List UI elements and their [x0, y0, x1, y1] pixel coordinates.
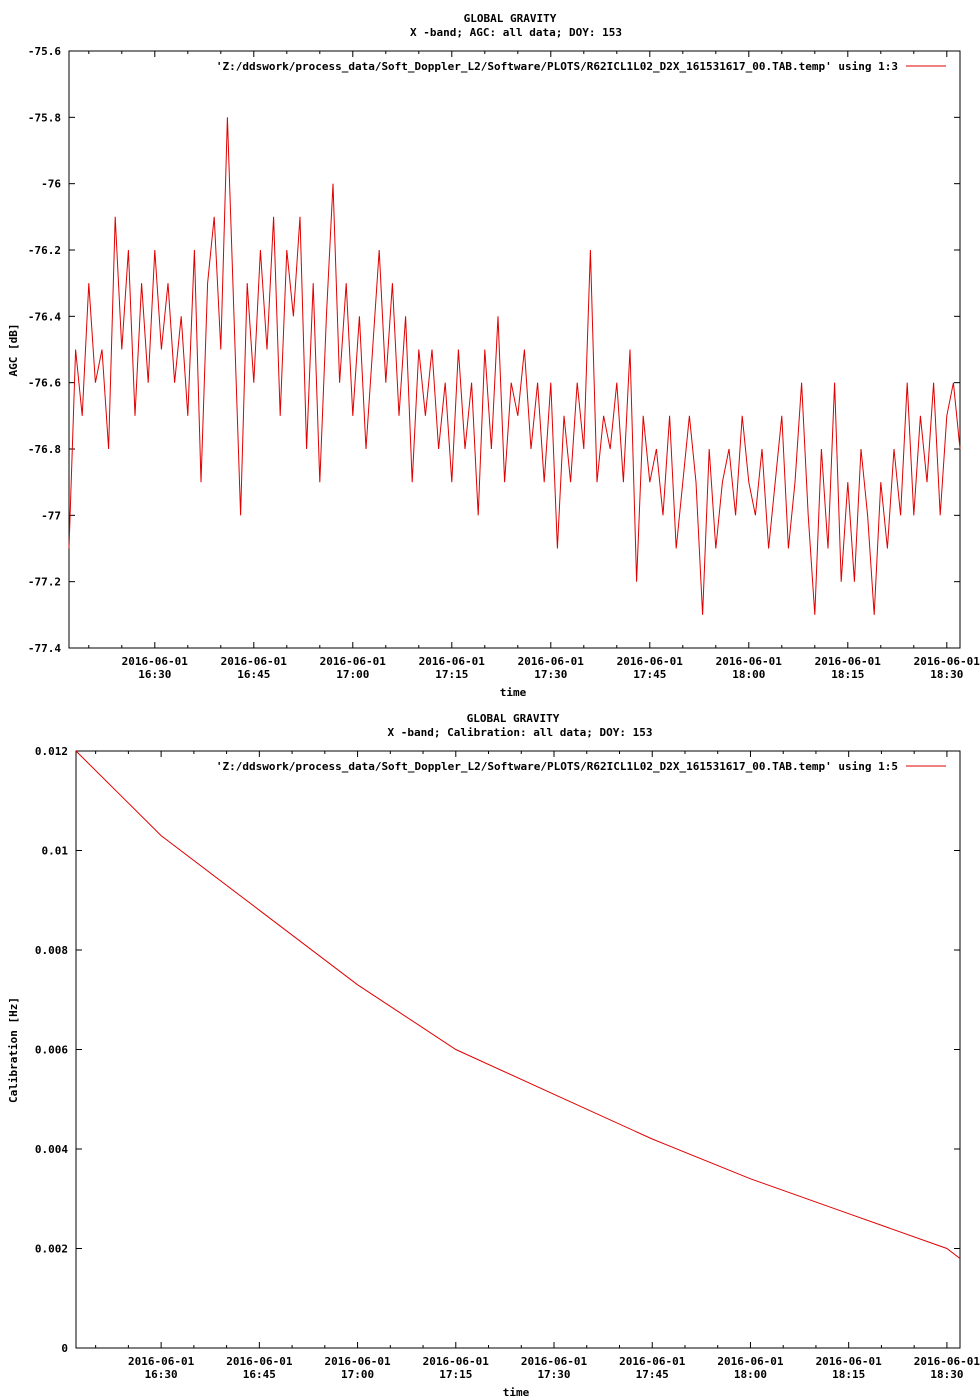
calibration-x-tick-time: 17:00: [341, 1368, 374, 1381]
agc-x-tick-time: 16:45: [237, 668, 270, 681]
calibration-x-tick-date: 2016-06-01: [521, 1355, 588, 1368]
agc-x-tick-date: 2016-06-01: [320, 655, 387, 668]
calibration-x-tick-date: 2016-06-01: [914, 1355, 980, 1368]
calibration-plot-frame: [75, 750, 961, 1349]
calibration-x-tick-date: 2016-06-01: [816, 1355, 883, 1368]
calibration-x-tick-date: 2016-06-01: [324, 1355, 391, 1368]
calibration-y-axis-label: Calibration [Hz]: [7, 997, 20, 1103]
calibration-y-tick-label: 0.012: [35, 745, 68, 758]
agc-y-tick-label: -77.2: [28, 576, 61, 589]
agc-x-tick-time: 18:30: [930, 668, 963, 681]
agc-x-tick-date: 2016-06-01: [419, 655, 486, 668]
agc-y-axis-label: AGC [dB]: [7, 324, 20, 377]
agc-y-tick-label: -76: [41, 178, 61, 191]
agc-x-tick-date: 2016-06-01: [716, 655, 783, 668]
agc-x-tick-time: 16:30: [138, 668, 171, 681]
calibration-x-tick-date: 2016-06-01: [128, 1355, 195, 1368]
calibration-x-tick-time: 18:30: [930, 1368, 963, 1381]
agc-x-tick-time: 17:45: [633, 668, 666, 681]
agc-x-tick-date: 2016-06-01: [122, 655, 189, 668]
agc-y-tick-label: -76.4: [28, 310, 61, 323]
agc-x-tick-time: 18:15: [831, 668, 864, 681]
agc-chart-subtitle: X -band; AGC: all data; DOY: 153: [410, 26, 622, 39]
calibration-x-tick-date: 2016-06-01: [423, 1355, 490, 1368]
agc-y-tick-label: -76.6: [28, 377, 61, 390]
agc-chart: GLOBAL GRAVITY X -band; AGC: all data; D…: [7, 12, 980, 699]
calibration-y-tick-label: 0: [61, 1342, 68, 1355]
calibration-x-axis-label: time: [503, 1386, 530, 1399]
calibration-y-axis: 0.012 0.01 0.008 0.006 0.004 0.002 0: [35, 745, 960, 1355]
agc-y-tick-label: -76.8: [28, 443, 61, 456]
agc-x-tick-time: 17:00: [336, 668, 369, 681]
agc-x-tick-time: 18:00: [732, 668, 765, 681]
calibration-x-tick-time: 17:45: [636, 1368, 669, 1381]
agc-x-tick-date: 2016-06-01: [914, 655, 980, 668]
calibration-legend-entry: 'Z:/ddswork/process_data/Soft_Doppler_L2…: [216, 760, 898, 773]
calibration-x-tick-time: 16:45: [243, 1368, 276, 1381]
calibration-x-tick-date: 2016-06-01: [717, 1355, 784, 1368]
calibration-x-tick-date: 2016-06-01: [619, 1355, 686, 1368]
agc-y-tick-label: -75.6: [28, 45, 61, 58]
agc-plot-frame: [68, 50, 961, 649]
agc-x-tick-time: 17:30: [534, 668, 567, 681]
agc-series-line: [68, 117, 961, 615]
calibration-y-tick-label: 0.002: [35, 1243, 68, 1256]
calibration-y-tick-label: 0.004: [35, 1143, 68, 1156]
calibration-x-tick-date: 2016-06-01: [226, 1355, 293, 1368]
agc-y-tick-label: -77.4: [28, 642, 61, 655]
agc-y-tick-label: -75.8: [28, 111, 61, 124]
agc-chart-title: GLOBAL GRAVITY: [464, 12, 557, 25]
agc-x-axis: 2016-06-0116:302016-06-0116:452016-06-01…: [88, 51, 980, 681]
calibration-x-tick-time: 16:30: [145, 1368, 178, 1381]
calibration-y-tick-label: 0.01: [42, 845, 69, 858]
calibration-series-line: [75, 750, 961, 1259]
agc-y-tick-label: -76.2: [28, 244, 61, 257]
agc-y-axis: -75.6 -75.8 -76 -76.2 -76.4 -76.6 -76.8 -77 -77.…: [28, 45, 960, 655]
agc-legend-entry: 'Z:/ddswork/process_data/Soft_Doppler_L2…: [216, 60, 898, 73]
calibration-chart: GLOBAL GRAVITY X -band; Calibration: all…: [7, 712, 980, 1399]
agc-x-tick-date: 2016-06-01: [617, 655, 684, 668]
agc-x-tick-date: 2016-06-01: [221, 655, 288, 668]
calibration-chart-title: GLOBAL GRAVITY: [467, 712, 560, 725]
calibration-chart-subtitle: X -band; Calibration: all data; DOY: 153: [388, 726, 653, 739]
agc-x-tick-date: 2016-06-01: [518, 655, 585, 668]
calibration-x-tick-time: 18:00: [734, 1368, 767, 1381]
calibration-y-tick-label: 0.008: [35, 944, 68, 957]
calibration-x-axis: 2016-06-0116:302016-06-0116:452016-06-01…: [95, 751, 980, 1381]
agc-x-axis-label: time: [500, 686, 527, 699]
calibration-x-tick-time: 17:30: [537, 1368, 570, 1381]
calibration-x-tick-time: 17:15: [439, 1368, 472, 1381]
calibration-x-tick-time: 18:15: [832, 1368, 865, 1381]
agc-x-tick-date: 2016-06-01: [815, 655, 882, 668]
agc-x-tick-time: 17:15: [435, 668, 468, 681]
calibration-y-tick-label: 0.006: [35, 1044, 68, 1057]
agc-y-tick-label: -77: [41, 509, 61, 522]
